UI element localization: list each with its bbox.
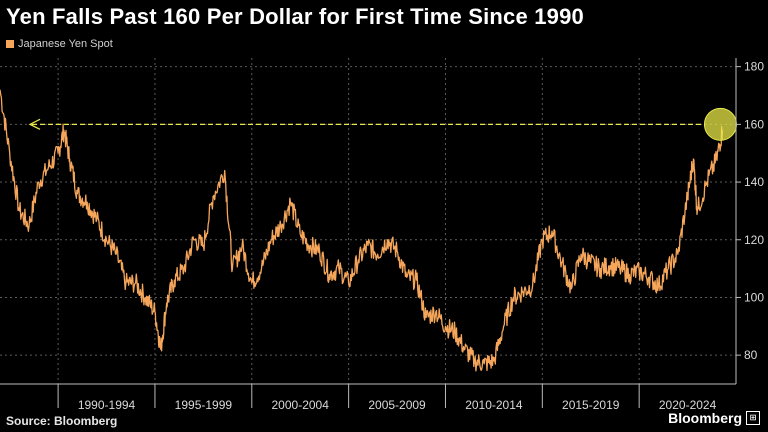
x-tick-label: 2010-2014	[465, 398, 523, 412]
series-line-japanese-yen-spot	[0, 89, 724, 372]
x-tick-label: 1995-1999	[175, 398, 233, 412]
annotation-circle	[703, 107, 737, 141]
brand-text: Bloomberg	[668, 410, 742, 426]
y-tick-label: 80	[744, 348, 758, 362]
x-tick-label: 2015-2019	[562, 398, 620, 412]
x-tick-label: 2005-2009	[368, 398, 426, 412]
series-group	[0, 89, 724, 372]
brand-logo: Bloomberg ⊞	[668, 410, 760, 426]
x-tick-label: 1990-1994	[78, 398, 136, 412]
legend: Japanese Yen Spot	[6, 38, 113, 50]
y-tick-label: 160	[744, 117, 764, 131]
y-tick-label: 180	[744, 60, 764, 74]
chart-title: Yen Falls Past 160 Per Dollar for First …	[6, 4, 584, 29]
x-axis: 1990-1994 1995-1999 2000-2004 2005-2009 2010…	[0, 383, 736, 412]
x-tick-label: 2000-2004	[272, 398, 330, 412]
y-tick-label: 120	[744, 233, 764, 247]
annotation-arrowhead	[28, 118, 41, 130]
y-axis: 80 100 120 140 160 180	[735, 58, 764, 384]
brand-mark-icon: ⊞	[746, 411, 760, 425]
x-tick-label: 2020-2024	[659, 398, 717, 412]
y-tick-label: 140	[744, 175, 764, 189]
grid	[0, 58, 736, 384]
y-tick-label: 100	[744, 290, 764, 304]
source-label: Source: Bloomberg	[6, 414, 118, 428]
legend-label: Japanese Yen Spot	[18, 38, 113, 50]
legend-swatch	[6, 40, 14, 48]
annotation-group	[28, 107, 737, 141]
